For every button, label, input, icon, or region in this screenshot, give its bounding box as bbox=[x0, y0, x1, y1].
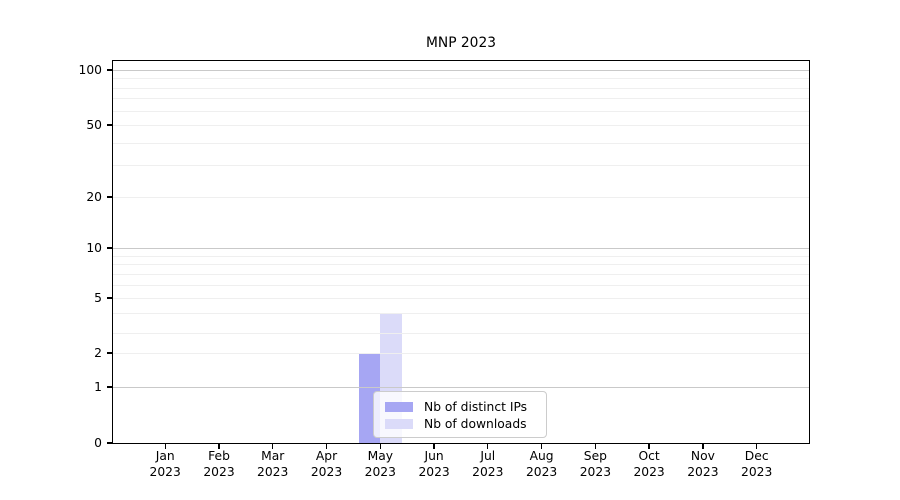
legend-label-nb-of-downloads: Nb of downloads bbox=[424, 416, 527, 431]
x-tick-label-jul: Jul 2023 bbox=[472, 449, 504, 479]
legend-swatch-nb-of-downloads bbox=[385, 418, 413, 429]
x-tick-mark bbox=[540, 443, 543, 449]
gridline-minor bbox=[112, 333, 810, 334]
x-tick-mark bbox=[379, 443, 381, 449]
x-tick-label-aug: Aug 2023 bbox=[525, 449, 558, 479]
y-tick-label: 0 bbox=[94, 436, 102, 450]
gridline-minor bbox=[112, 125, 810, 126]
x-tick-label-jun: Jun 2023 bbox=[418, 449, 450, 479]
gridline-minor bbox=[112, 197, 810, 198]
y-tick-mark bbox=[107, 352, 112, 354]
y-tick-label: 1 bbox=[94, 380, 102, 394]
x-tick-mark bbox=[487, 443, 489, 449]
x-tick-label-dec: Dec 2023 bbox=[741, 449, 773, 479]
gridline-minor bbox=[112, 353, 810, 354]
x-tick-mark bbox=[218, 443, 220, 449]
y-tick-mark bbox=[107, 69, 112, 71]
y-tick-label: 5 bbox=[94, 291, 102, 305]
x-tick-mark bbox=[325, 443, 328, 449]
y-tick-label: 50 bbox=[86, 118, 102, 132]
x-tick-mark bbox=[702, 443, 704, 449]
x-tick-label-nov: Nov 2023 bbox=[687, 449, 719, 479]
y-tick-label: 2 bbox=[94, 346, 102, 360]
gridline-major bbox=[112, 70, 810, 71]
gridline-minor bbox=[112, 313, 810, 314]
x-tick-mark bbox=[433, 443, 435, 449]
gridline-minor bbox=[112, 273, 810, 275]
gridline-minor bbox=[112, 298, 810, 299]
x-tick-label-jan: Jan 2023 bbox=[149, 449, 181, 479]
y-tick-mark bbox=[107, 442, 112, 444]
legend-row-nb-of-distinct-ips: Nb of distinct IPs bbox=[385, 398, 546, 415]
x-tick-mark bbox=[164, 443, 166, 449]
y-tick-label: 20 bbox=[86, 190, 102, 204]
x-tick-mark bbox=[756, 443, 758, 449]
gridline-minor bbox=[112, 98, 810, 100]
gridline-minor bbox=[112, 264, 810, 266]
gridline-minor bbox=[112, 142, 810, 144]
x-tick-mark bbox=[648, 443, 650, 449]
x-tick-label-sep: Sep 2023 bbox=[579, 449, 612, 479]
gridline-minor bbox=[112, 255, 810, 257]
x-tick-mark bbox=[272, 443, 274, 449]
x-tick-mark bbox=[594, 443, 597, 449]
legend-swatch-nb-of-distinct-ips bbox=[385, 401, 413, 412]
gridline-major bbox=[112, 387, 810, 388]
x-tick-label-apr: Apr 2023 bbox=[310, 449, 343, 479]
y-tick-mark bbox=[107, 297, 112, 299]
legend-label-nb-of-distinct-ips: Nb of distinct IPs bbox=[424, 399, 528, 414]
x-tick-label-oct: Oct 2023 bbox=[633, 449, 665, 479]
chart-title: MNP 2023 bbox=[425, 35, 497, 51]
gridline-minor bbox=[112, 87, 810, 89]
gridline-minor bbox=[112, 165, 810, 167]
x-tick-label-mar: Mar 2023 bbox=[257, 449, 289, 479]
y-tick-mark bbox=[107, 247, 112, 249]
y-tick-label: 10 bbox=[86, 241, 102, 255]
y-tick-mark bbox=[107, 124, 112, 126]
gridline-minor bbox=[112, 78, 810, 80]
y-tick-label: 100 bbox=[78, 63, 102, 77]
grid-layer bbox=[112, 60, 810, 444]
y-tick-mark bbox=[107, 196, 112, 198]
gridline-major bbox=[112, 248, 810, 249]
x-tick-label-feb: Feb 2023 bbox=[203, 449, 235, 479]
legend-row-nb-of-downloads: Nb of downloads bbox=[385, 415, 546, 432]
y-tick-mark bbox=[107, 386, 112, 388]
gridline-minor bbox=[112, 284, 810, 286]
gridline-minor bbox=[112, 110, 810, 112]
plot-area bbox=[112, 60, 810, 444]
legend: Nb of distinct IPs Nb of downloads bbox=[373, 391, 547, 438]
x-tick-label-may: May 2023 bbox=[364, 449, 396, 479]
